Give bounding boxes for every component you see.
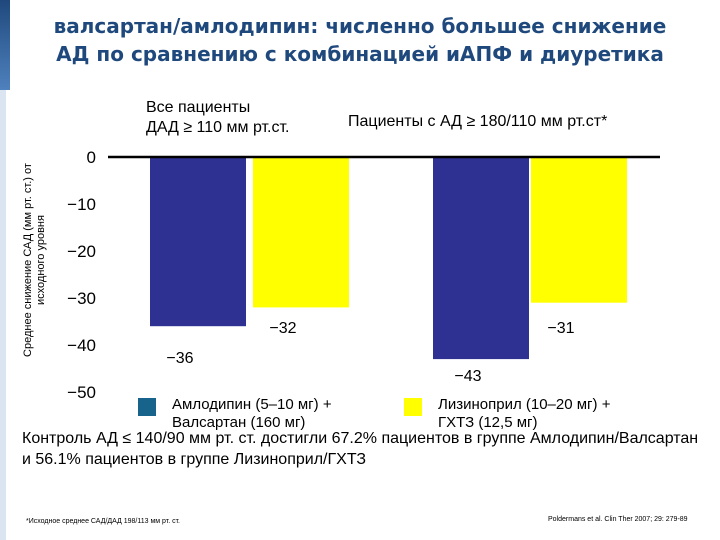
bar-series-1-category-2 xyxy=(433,157,529,360)
y-tick-label: −30 xyxy=(67,289,96,308)
title-accent-bar xyxy=(0,0,10,90)
category-label-2: Пациенты с АД ≥ 180/110 мм рт.ст* xyxy=(348,112,607,132)
y-tick-label: −40 xyxy=(67,336,96,355)
legend-swatch-lisinopril-hctz xyxy=(404,398,422,416)
y-tick-label: −10 xyxy=(67,195,96,214)
data-label-series-1-category-1: −36 xyxy=(166,350,193,367)
category-label-1-line-2: ДАД ≥ 110 мм рт.ст. xyxy=(146,119,290,136)
legend-item-lisinopril-hctz: Лизиноприл (10–20 мг) + ГХТЗ (12,5 мг) xyxy=(404,396,610,432)
category-label-1: Все пациенты ДАД ≥ 110 мм рт.ст. xyxy=(146,98,290,138)
legend-label-lisinopril-hctz: Лизиноприл (10–20 мг) + ГХТЗ (12,5 мг) xyxy=(438,396,611,431)
footnote-baseline: *Исходное среднее САД/ДАД 198/113 мм рт.… xyxy=(26,518,180,525)
category-label-2-line-1: Пациенты с АД ≥ 180/110 мм рт.ст* xyxy=(348,113,608,130)
bar-series-2-category-1 xyxy=(253,157,349,308)
legend-swatch-amlodipine-valsartan xyxy=(138,398,156,416)
slide-title: валсартан/амлодипин: численно большее сн… xyxy=(0,12,720,68)
slide-title-line-2: АД по сравнению с комбинацией иАПФ и диу… xyxy=(56,42,664,66)
y-tick-label: −50 xyxy=(67,383,96,402)
side-accent-bar xyxy=(0,90,6,540)
legend-label-amlodipine-valsartan: Амлодипин (5–10 мг) + Валсартан (160 мг) xyxy=(172,396,332,431)
footnote-reference: Poldermans et al. Clin Ther 2007; 29: 27… xyxy=(548,516,688,523)
category-label-1-line-1: Все пациенты xyxy=(146,99,251,116)
data-label-series-1-category-2: −43 xyxy=(454,368,481,385)
control-note: Контроль АД ≤ 140/90 мм рт. ст. достигли… xyxy=(22,430,699,468)
bar-series-1-category-1 xyxy=(150,157,246,327)
legend-item-amlodipine-valsartan: Амлодипин (5–10 мг) + Валсартан (160 мг) xyxy=(138,396,332,432)
y-tick-label: −20 xyxy=(67,242,96,261)
data-label-series-2-category-2: −31 xyxy=(547,320,574,337)
slide-title-line-1: валсартан/амлодипин: численно большее сн… xyxy=(53,14,667,38)
y-tick-label: 0 xyxy=(87,148,96,167)
bar-series-2-category-2 xyxy=(531,157,627,303)
data-label-series-2-category-1: −32 xyxy=(269,320,296,337)
